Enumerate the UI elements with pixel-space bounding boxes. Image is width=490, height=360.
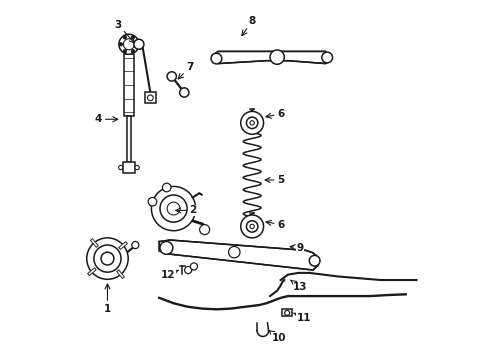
Circle shape	[180, 88, 189, 97]
Circle shape	[134, 39, 144, 49]
Circle shape	[322, 52, 333, 63]
Circle shape	[123, 36, 127, 39]
Bar	[145, 93, 156, 103]
Text: 3: 3	[115, 19, 134, 43]
Circle shape	[148, 197, 157, 206]
Circle shape	[87, 238, 128, 279]
Circle shape	[162, 183, 171, 192]
Text: 10: 10	[269, 330, 286, 343]
Circle shape	[190, 263, 197, 270]
Circle shape	[185, 266, 192, 274]
Circle shape	[123, 39, 134, 50]
Circle shape	[309, 255, 320, 266]
Circle shape	[160, 195, 187, 222]
Bar	[123, 162, 135, 173]
Circle shape	[167, 72, 176, 81]
Circle shape	[199, 225, 210, 235]
Text: 13: 13	[291, 280, 308, 292]
Circle shape	[250, 224, 254, 229]
Polygon shape	[212, 51, 330, 64]
Circle shape	[228, 247, 240, 258]
Circle shape	[241, 215, 264, 238]
Circle shape	[250, 121, 254, 125]
Circle shape	[131, 36, 135, 39]
Polygon shape	[159, 240, 318, 270]
Circle shape	[241, 111, 264, 134]
Circle shape	[270, 50, 284, 64]
Text: 9: 9	[290, 243, 304, 253]
Text: 2: 2	[176, 205, 197, 215]
Circle shape	[101, 252, 114, 265]
Bar	[124, 54, 134, 116]
Circle shape	[151, 186, 196, 231]
Circle shape	[135, 165, 139, 170]
Circle shape	[160, 242, 173, 254]
Circle shape	[123, 49, 127, 53]
Text: 1: 1	[104, 284, 111, 314]
Circle shape	[167, 202, 180, 215]
Circle shape	[285, 310, 290, 315]
Circle shape	[119, 165, 123, 170]
Text: 6: 6	[266, 220, 284, 230]
Circle shape	[119, 34, 139, 54]
Circle shape	[119, 42, 122, 46]
Circle shape	[135, 42, 139, 46]
Text: 6: 6	[266, 109, 284, 119]
Text: 12: 12	[161, 270, 178, 280]
Circle shape	[246, 117, 258, 129]
Text: 5: 5	[265, 175, 284, 185]
Circle shape	[147, 95, 153, 101]
Bar	[282, 309, 292, 316]
Bar	[127, 116, 131, 162]
Text: 7: 7	[178, 63, 194, 79]
Text: 4: 4	[95, 114, 118, 124]
Text: 8: 8	[242, 16, 256, 36]
Text: 11: 11	[294, 312, 311, 323]
Circle shape	[211, 53, 222, 64]
Circle shape	[246, 221, 258, 232]
Circle shape	[131, 49, 135, 53]
Circle shape	[94, 245, 121, 272]
Circle shape	[132, 242, 139, 249]
